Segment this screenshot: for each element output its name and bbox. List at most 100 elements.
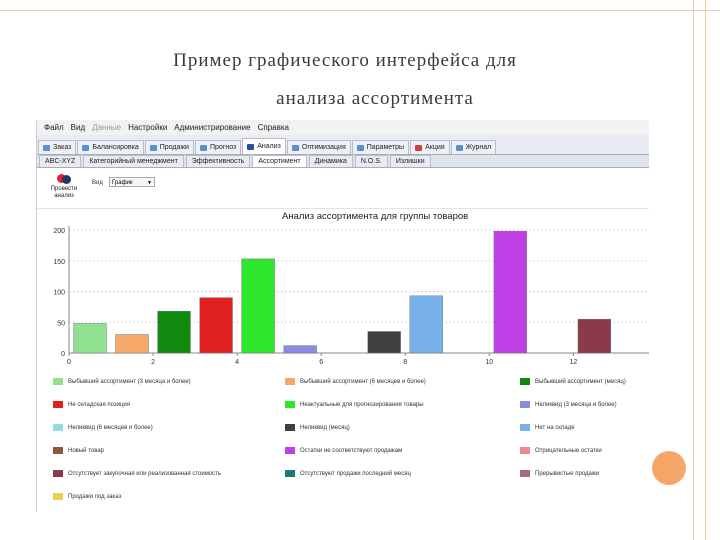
subtab-5[interactable]: N.O.S. (354, 155, 388, 167)
tab-icon (247, 143, 255, 150)
chart-bar (283, 345, 317, 354)
tab-label: Анализ (257, 143, 281, 150)
tab-icon (455, 144, 463, 151)
tab-1[interactable]: Балансировка (77, 140, 144, 154)
legend-swatch (520, 378, 530, 385)
tab-label: Заказ (53, 144, 72, 151)
legend-swatch (53, 401, 63, 408)
legend-item: Выбывший ассортимент (месяц) (520, 378, 626, 385)
subtab-3[interactable]: Ассортимент (252, 155, 307, 167)
tab-label: Акции (425, 144, 445, 151)
tab-4[interactable]: Анализ (242, 138, 286, 154)
legend-swatch (285, 401, 295, 408)
legend-item: Новый товар (53, 447, 104, 454)
tab-icon (149, 144, 157, 151)
tab-label: Прогноз (209, 144, 237, 151)
tab-8[interactable]: Журнал (450, 140, 497, 154)
tab-7[interactable]: Акции (410, 140, 450, 154)
legend-swatch (520, 424, 530, 431)
slide-title-line2: анализа ассортимента (276, 88, 474, 109)
run-analysis-button[interactable]: Провести анализ (45, 174, 83, 206)
legend-swatch (520, 447, 530, 454)
tab-5[interactable]: Оптимизация (286, 140, 351, 154)
menu-settings[interactable]: Настройки (128, 123, 168, 132)
tab-0[interactable]: Заказ (38, 140, 77, 154)
legend-swatch (520, 401, 530, 408)
x-tick-label: 12 (569, 359, 577, 366)
main-tabs: Заказ Балансировка Продажи Прогноз Анализ Опт… (37, 135, 649, 155)
chart-bar (577, 318, 612, 354)
slide-border-right (693, 0, 694, 540)
chevron-down-icon: ▼ (147, 180, 152, 186)
legend-swatch (285, 470, 295, 477)
menu-data[interactable]: Данные (92, 123, 122, 132)
tab-icon (82, 144, 90, 151)
legend-item: Остатки не соответствуют продажам (285, 447, 402, 454)
x-tick-label: 10 (485, 359, 493, 366)
legend-label: Неактуальные для прогнозирования товары (300, 401, 424, 408)
tab-3[interactable]: Прогноз (194, 140, 242, 154)
legend-swatch (285, 424, 295, 431)
legend-label: Продажи под заказ (68, 493, 122, 500)
tab-label: Параметры (366, 144, 405, 151)
tab-icon (199, 144, 207, 151)
legend-item: Неактуальные для прогнозирования товары (285, 401, 424, 408)
chart-bar (73, 323, 107, 354)
menu-help[interactable]: Справка (257, 123, 289, 132)
tab-2[interactable]: Продажи (144, 140, 194, 154)
legend-label: Выбывший ассортимент (6 месяцев и более) (300, 378, 426, 385)
tab-icon (415, 144, 423, 151)
x-tick-label: 6 (319, 359, 323, 366)
assortment-chart: Анализ ассортимента для группы товаров 0 5… (53, 211, 649, 366)
chart-bar (199, 297, 233, 354)
menu-admin[interactable]: Администрирование (174, 123, 251, 132)
x-tick-label: 8 (403, 359, 407, 366)
legend-item: Нет на складе (520, 424, 575, 431)
subtab-1[interactable]: Категорийный менеджмент (83, 155, 184, 167)
subtab-0[interactable]: ABC-XYZ (39, 155, 82, 167)
legend-label: Остатки не соответствуют продажам (300, 447, 403, 454)
legend-label: Неликвид (3 месяца и более) (535, 401, 617, 408)
app-screenshot: Файл Вид Данные Настройки Администрирова… (36, 120, 649, 512)
tab-label: Журнал (465, 144, 492, 151)
tab-label: Балансировка (92, 144, 139, 151)
legend-swatch (520, 470, 530, 477)
legend-swatch (53, 378, 63, 385)
chart-bar (157, 310, 191, 354)
legend-swatch (53, 447, 63, 454)
decorative-circle (652, 451, 686, 485)
chart-title: Анализ ассортимента для группы товаров (282, 211, 468, 222)
subtab-2[interactable]: Эффективность (185, 155, 251, 167)
chart-bar (241, 258, 275, 354)
tab-icon (291, 144, 299, 151)
legend-item: Отсутствуют продажи последний месяц (285, 470, 411, 477)
legend-item: Неликвид (6 месяцев и более) (53, 424, 153, 431)
subtab-4[interactable]: Динамика (308, 155, 353, 167)
tab-6[interactable]: Параметры (351, 140, 410, 154)
view-select[interactable]: График ▼ (109, 177, 155, 187)
legend-item: Отсутствует закупочная или реализованная… (53, 470, 221, 477)
y-tick-label: 50 (57, 320, 65, 327)
slide-border-right-inner (705, 0, 706, 540)
legend-item: Выбывший ассортимент (3 месяца и более) (53, 378, 191, 385)
analysis-icon (57, 174, 71, 184)
chart-bar (115, 334, 149, 354)
legend-swatch (53, 493, 63, 500)
legend-label: Прерывистые продажи (535, 470, 600, 477)
run-analysis-label: Провести анализ (50, 186, 78, 199)
subtab-6[interactable]: Излишки (389, 155, 431, 167)
chart-bar (409, 295, 443, 354)
legend-label: Выбывший ассортимент (месяц) (535, 378, 626, 385)
menu-view[interactable]: Вид (70, 123, 86, 132)
chart-bar (367, 331, 401, 354)
legend-item: Прерывистые продажи (520, 470, 599, 477)
legend-item: Продажи под заказ (53, 493, 121, 500)
menu-file[interactable]: Файл (44, 123, 64, 132)
legend-swatch (285, 378, 295, 385)
legend-item: Выбывший ассортимент (6 месяцев и более) (285, 378, 426, 385)
tab-label: Оптимизация (301, 144, 346, 151)
y-tick-label: 0 (61, 351, 65, 358)
y-tick-label: 100 (53, 290, 65, 297)
x-tick-label: 4 (235, 359, 239, 366)
legend-item: Неликвид (месяц) (285, 424, 350, 431)
